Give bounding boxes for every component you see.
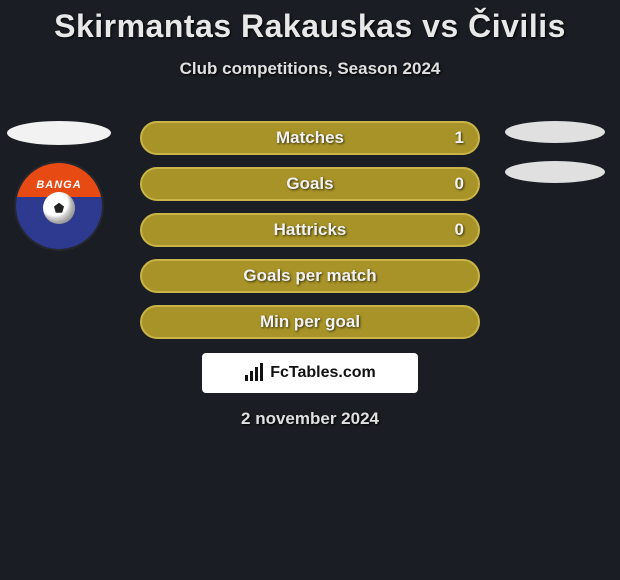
stat-bar-goals: Goals 0 [140, 167, 480, 201]
attribution-box: FcTables.com [202, 353, 418, 393]
stat-bars: Matches 1 Goals 0 Hattricks 0 Goals per … [140, 121, 480, 339]
stat-label: Goals [286, 174, 333, 194]
soccer-ball-icon [43, 192, 75, 224]
player-left-ellipse [7, 121, 111, 145]
stat-label: Goals per match [243, 266, 376, 286]
stat-bar-min-per-goal: Min per goal [140, 305, 480, 339]
right-player-col [500, 121, 610, 183]
left-player-col: BANGA [4, 121, 114, 249]
stat-bar-matches: Matches 1 [140, 121, 480, 155]
generated-date: 2 november 2024 [0, 409, 620, 429]
bars-chart-icon [244, 363, 264, 383]
stat-value: 0 [455, 174, 464, 194]
stat-bar-hattricks: Hattricks 0 [140, 213, 480, 247]
club-badge-left: BANGA [16, 163, 102, 249]
subtitle: Club competitions, Season 2024 [0, 59, 620, 79]
stat-label: Matches [276, 128, 344, 148]
stat-value: 0 [455, 220, 464, 240]
stat-bar-goals-per-match: Goals per match [140, 259, 480, 293]
stat-value: 1 [455, 128, 464, 148]
player-right-ellipse-1 [505, 121, 605, 143]
stat-label: Min per goal [260, 312, 360, 332]
badge-text: BANGA [16, 179, 102, 191]
comparison-body: BANGA Matches 1 Goals 0 Hattricks 0 Goal… [0, 121, 620, 429]
comparison-card: Skirmantas Rakauskas vs Čivilis Club com… [0, 0, 620, 429]
page-title: Skirmantas Rakauskas vs Čivilis [0, 8, 620, 45]
attribution-text: FcTables.com [270, 364, 376, 382]
player-right-ellipse-2 [505, 161, 605, 183]
stat-label: Hattricks [274, 220, 347, 240]
